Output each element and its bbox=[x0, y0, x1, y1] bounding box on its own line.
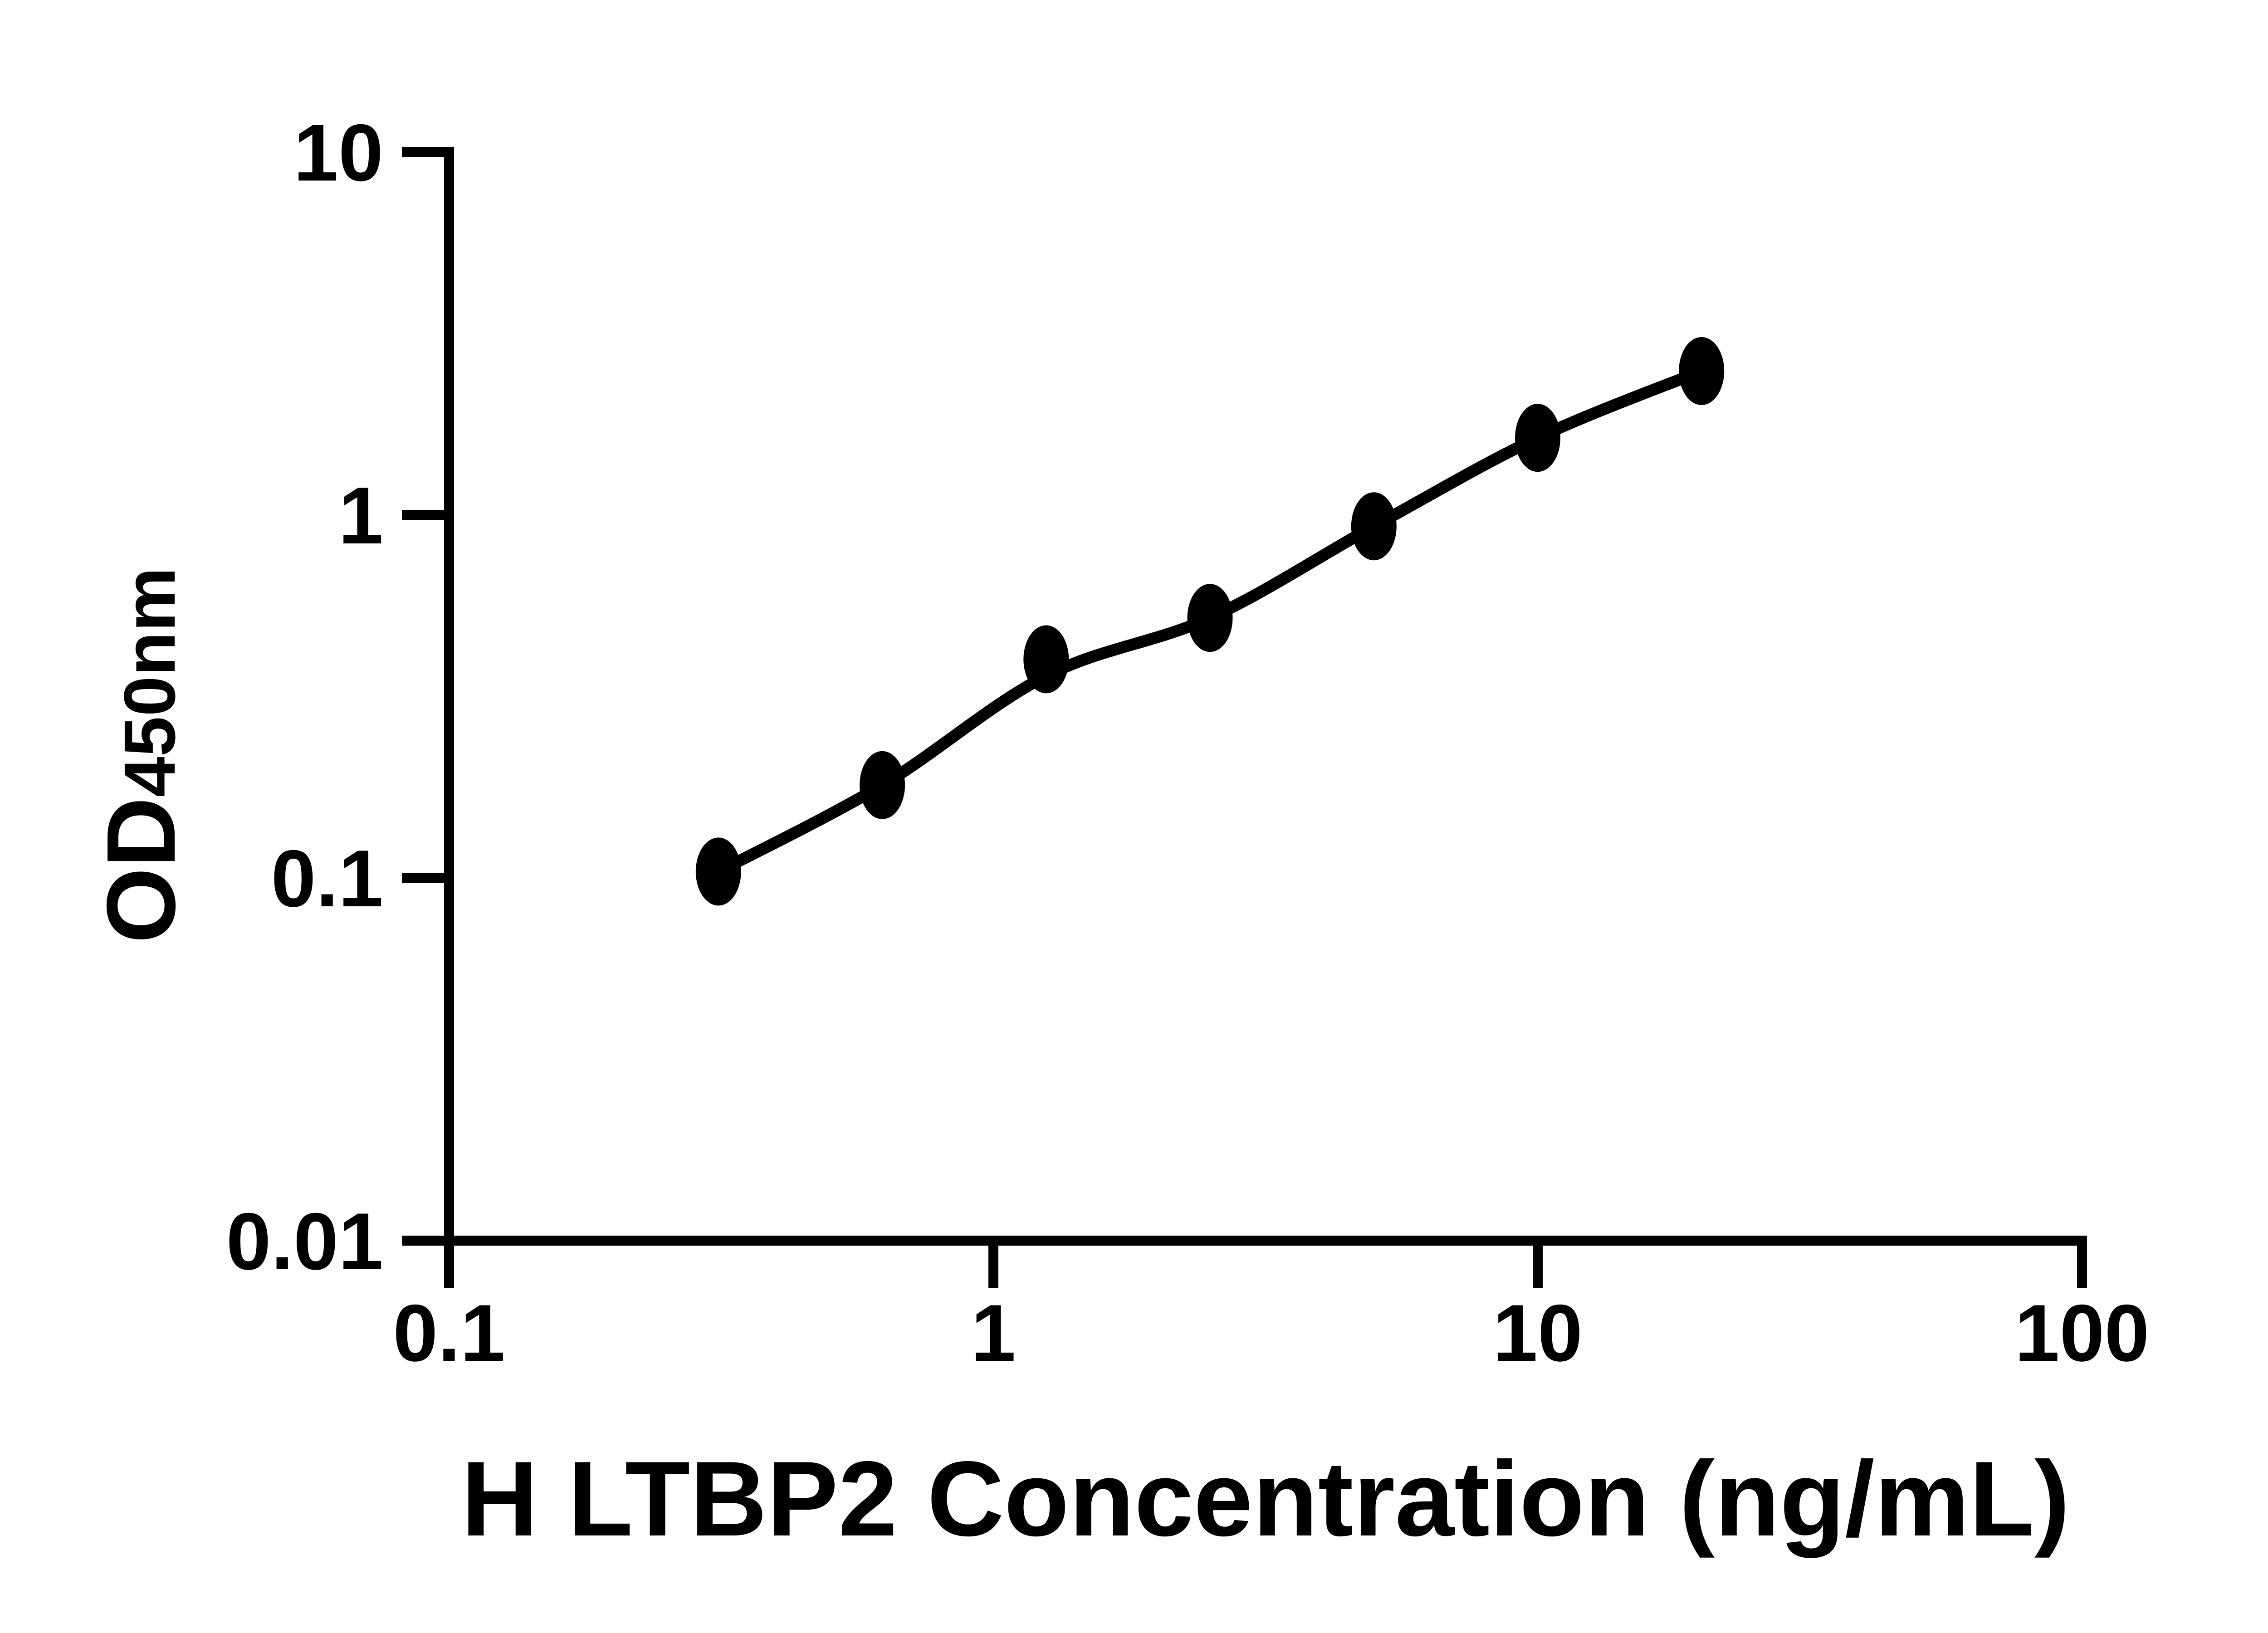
x-tick-label: 1 bbox=[971, 1288, 1016, 1378]
x-tick-label: 0.1 bbox=[393, 1288, 505, 1378]
y-axis-title: OD450nm bbox=[86, 567, 196, 943]
y-tick-label: 1 bbox=[338, 470, 383, 561]
data-point bbox=[1351, 492, 1397, 561]
data-point bbox=[1679, 337, 1725, 405]
y-axis-title-main: OD bbox=[86, 797, 196, 944]
y-tick-label: 0.1 bbox=[271, 833, 383, 924]
x-axis-title: H LTBP2 Concentration (ng/mL) bbox=[461, 1439, 2070, 1558]
x-tick-label: 100 bbox=[2015, 1288, 2150, 1378]
data-point bbox=[1023, 625, 1069, 694]
data-point bbox=[695, 837, 741, 906]
data-point bbox=[860, 751, 905, 819]
y-tick-label: 10 bbox=[293, 108, 383, 198]
axes-layer bbox=[444, 147, 2087, 1246]
data-point bbox=[1187, 584, 1233, 652]
data-point bbox=[1515, 404, 1560, 472]
data-points-layer bbox=[695, 337, 1725, 906]
x-tick-label: 10 bbox=[1493, 1288, 1583, 1378]
y-tick-label: 0.01 bbox=[226, 1196, 383, 1286]
y-axis-title-sub: 450nm bbox=[109, 567, 190, 797]
